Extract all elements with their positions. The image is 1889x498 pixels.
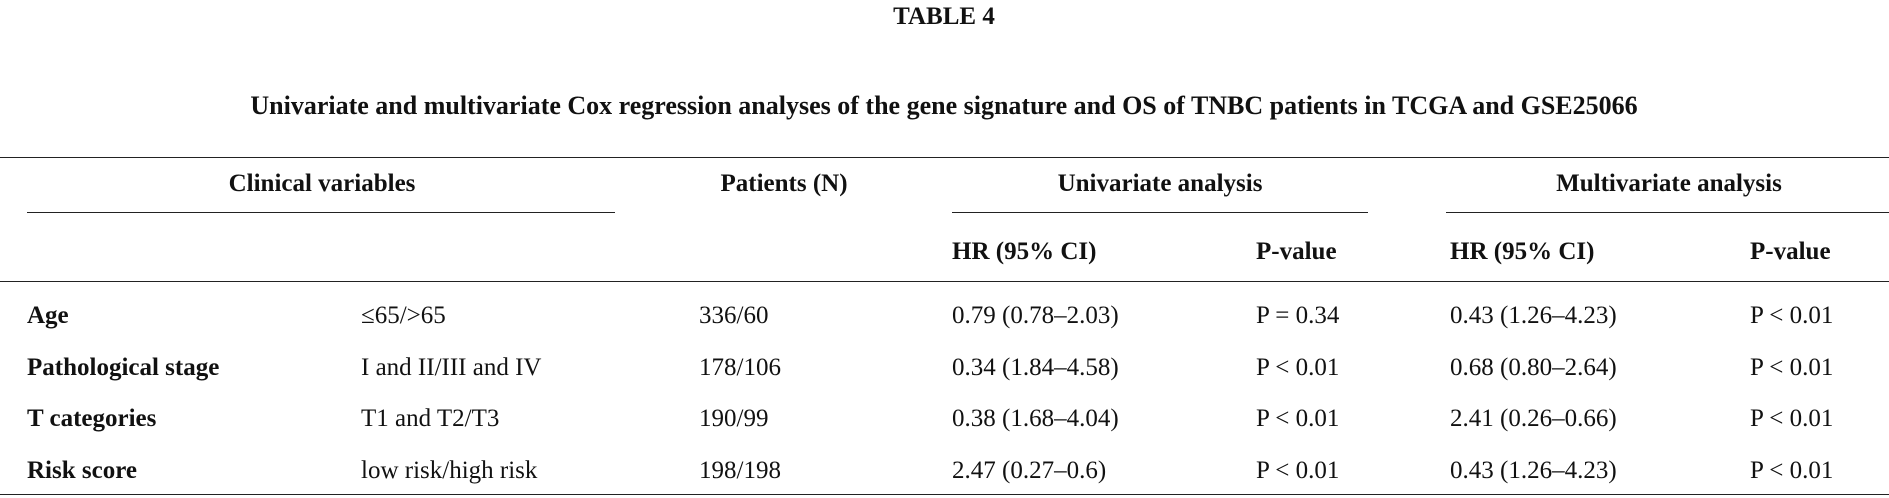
- table-cell: 2.47 (0.27–0.6): [952, 457, 1107, 484]
- subheader: HR (95% CI): [1450, 238, 1595, 265]
- table-cell: low risk/high risk: [361, 457, 538, 484]
- top-rule: [0, 157, 1889, 158]
- table-cell: 336/60: [699, 302, 769, 329]
- table-cell: T1 and T2/T3: [361, 405, 500, 432]
- column-group: Univariate analysis: [1057, 170, 1263, 197]
- table-cell: P < 0.01: [1256, 354, 1340, 381]
- table-cell: ≤65/>65: [361, 302, 446, 329]
- table-cell: 0.38 (1.68–4.04): [952, 405, 1119, 432]
- group-rule: [952, 212, 1368, 213]
- header-rule: [0, 281, 1889, 282]
- table-cell: 0.43 (1.26–4.23): [1450, 302, 1617, 329]
- column-group: Patients (N): [720, 170, 848, 197]
- subheader: P-value: [1256, 238, 1337, 265]
- row-label: Age: [27, 302, 69, 329]
- table-cell: P < 0.01: [1750, 354, 1834, 381]
- table-cell: P < 0.01: [1750, 405, 1834, 432]
- subheader: HR (95% CI): [952, 238, 1097, 265]
- table-cell: P < 0.01: [1256, 457, 1340, 484]
- column-group: Multivariate analysis: [1556, 170, 1782, 197]
- table-cell: 190/99: [699, 405, 769, 432]
- table-cell: P < 0.01: [1256, 405, 1340, 432]
- table-cell: 0.43 (1.26–4.23): [1450, 457, 1617, 484]
- table-cell: 178/106: [699, 354, 781, 381]
- row-label: Pathological stage: [27, 354, 220, 381]
- subheader: P-value: [1750, 238, 1831, 265]
- row-label: T categories: [27, 405, 157, 432]
- table-cell: 0.68 (0.80–2.64): [1450, 354, 1617, 381]
- table-cell: 0.79 (0.78–2.03): [952, 302, 1119, 329]
- column-group: Clinical variables: [228, 170, 416, 197]
- table-cell: 0.34 (1.84–4.58): [952, 354, 1119, 381]
- table-cell: P < 0.01: [1750, 457, 1834, 484]
- row-label: Risk score: [27, 457, 137, 484]
- table-label: TABLE 4: [893, 3, 995, 30]
- table-cell: 2.41 (0.26–0.66): [1450, 405, 1617, 432]
- group-rule: [27, 212, 615, 213]
- table-cell: 198/198: [699, 457, 781, 484]
- table-cell: P < 0.01: [1750, 302, 1834, 329]
- table-title: Univariate and multivariate Cox regressi…: [250, 91, 1638, 120]
- group-rule: [1446, 212, 1889, 213]
- bottom-rule: [0, 494, 1889, 495]
- table-cell: I and II/III and IV: [361, 354, 542, 381]
- table-cell: P = 0.34: [1256, 302, 1340, 329]
